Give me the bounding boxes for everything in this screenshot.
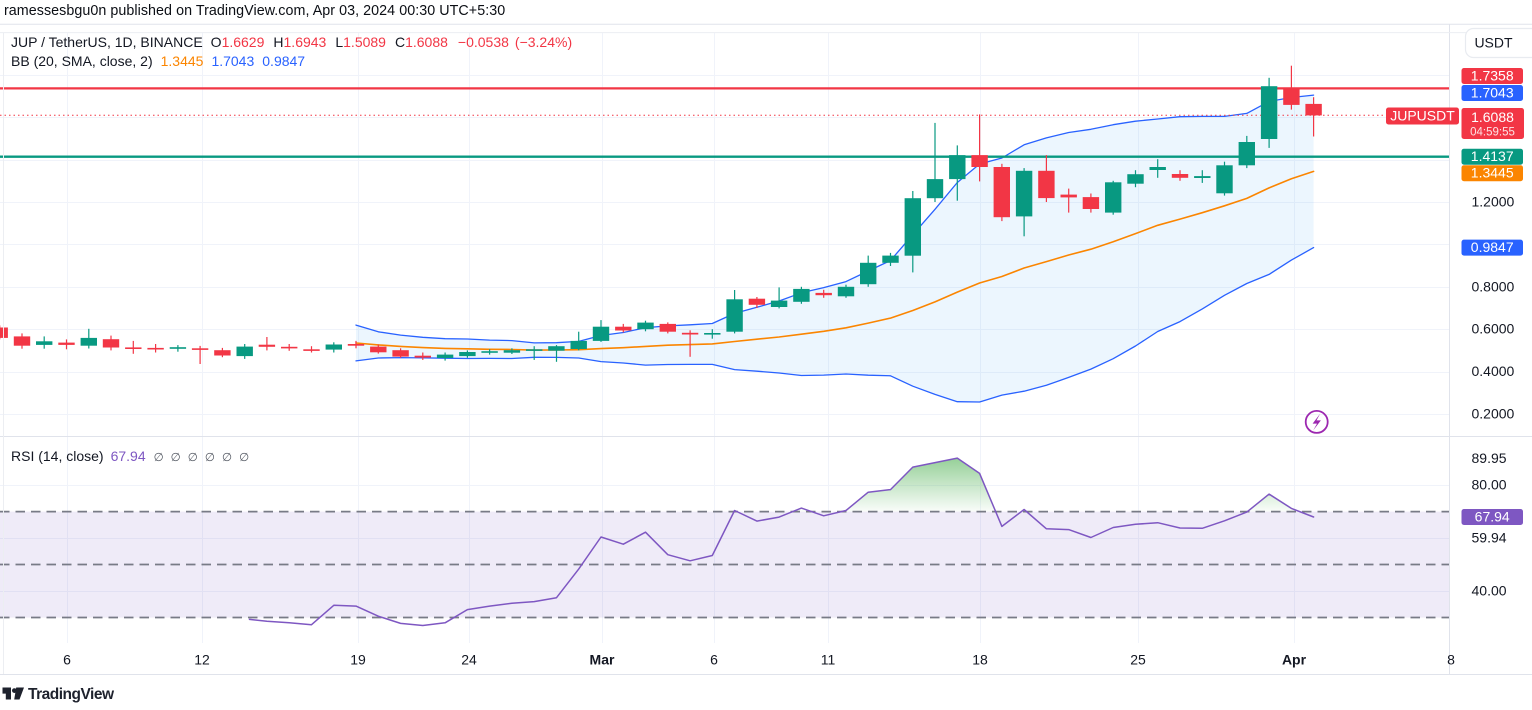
svg-text:1.6088: 1.6088 xyxy=(1471,109,1514,125)
svg-text:25: 25 xyxy=(1130,652,1146,668)
svg-text:11: 11 xyxy=(821,652,836,668)
svg-text:∅: ∅ xyxy=(154,452,164,464)
svg-text:1.2000: 1.2000 xyxy=(1472,194,1515,210)
svg-text:∅: ∅ xyxy=(222,452,232,464)
svg-text:59.94: 59.94 xyxy=(1472,530,1507,546)
svg-text:67.94: 67.94 xyxy=(1475,509,1510,525)
svg-text:1.7358: 1.7358 xyxy=(1471,68,1514,84)
svg-text:8: 8 xyxy=(1447,652,1455,668)
svg-text:∅: ∅ xyxy=(205,452,215,464)
svg-text:18: 18 xyxy=(972,652,988,668)
svg-text:0.8000: 0.8000 xyxy=(1472,278,1515,294)
svg-text:∅: ∅ xyxy=(239,452,249,464)
svg-text:RSI (14, close)67.94: RSI (14, close) 67.94 xyxy=(11,448,146,464)
svg-text:TradingView: TradingView xyxy=(28,686,115,703)
svg-text:24: 24 xyxy=(461,652,477,668)
svg-text:1.3445: 1.3445 xyxy=(1471,165,1514,181)
svg-text:04:59:55: 04:59:55 xyxy=(1470,127,1515,139)
svg-text:0.4000: 0.4000 xyxy=(1472,363,1515,379)
svg-text:1.4137: 1.4137 xyxy=(1471,148,1514,164)
svg-text:ramessesbgu0n published on Tra: ramessesbgu0n published on TradingView.c… xyxy=(4,3,505,19)
svg-text:0.2000: 0.2000 xyxy=(1472,406,1515,422)
svg-text:∅: ∅ xyxy=(171,452,181,464)
svg-text:Mar: Mar xyxy=(590,652,615,668)
svg-text:1.7043: 1.7043 xyxy=(1471,85,1514,101)
svg-text:40.00: 40.00 xyxy=(1472,583,1507,599)
svg-text:19: 19 xyxy=(350,652,366,668)
svg-text:0.6000: 0.6000 xyxy=(1472,321,1515,337)
svg-text:6: 6 xyxy=(63,652,71,668)
svg-text:80.00: 80.00 xyxy=(1472,477,1507,493)
svg-text:∅: ∅ xyxy=(188,452,198,464)
svg-text:0.9847: 0.9847 xyxy=(1471,239,1514,255)
svg-text:USDT: USDT xyxy=(1474,35,1513,51)
svg-text:12: 12 xyxy=(194,652,210,668)
svg-text:89.95: 89.95 xyxy=(1472,450,1507,466)
svg-text:JUPUSDT: JUPUSDT xyxy=(1390,108,1455,124)
svg-text:6: 6 xyxy=(710,652,718,668)
svg-text:Apr: Apr xyxy=(1282,652,1307,668)
